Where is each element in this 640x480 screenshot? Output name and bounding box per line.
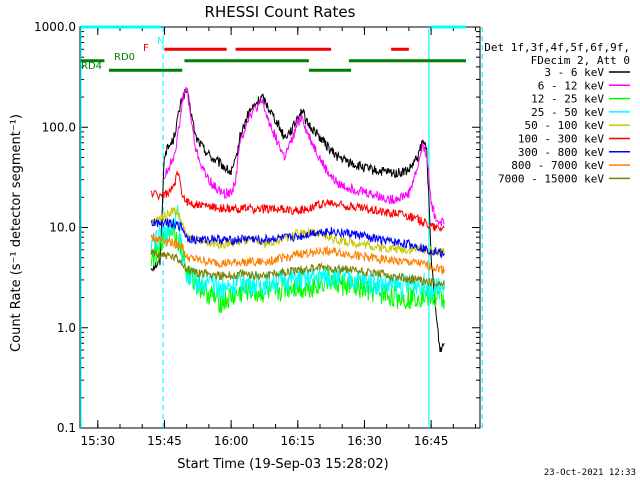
legend-entry-label: 100 - 300 keV <box>518 133 604 146</box>
legend-entry-label: 3 - 6 keV <box>544 66 604 79</box>
legend: Det 1f,3f,4f,5f,6f,9f,FDecim 2, Att 03 -… <box>484 41 630 185</box>
series-line <box>163 86 445 227</box>
series-line <box>150 248 445 289</box>
legend-entry-label: 300 - 800 keV <box>518 146 604 159</box>
series-line <box>150 171 445 233</box>
y-tick-label: 1000.0 <box>34 20 76 34</box>
legend-entry-label: 6 - 12 keV <box>538 79 605 92</box>
x-tick-label: 16:30 <box>347 434 382 448</box>
series-line <box>150 89 445 353</box>
legend-entry-label: 12 - 25 keV <box>531 93 604 106</box>
series-line <box>150 206 445 257</box>
chart-title: RHESSI Count Rates <box>205 3 356 21</box>
y-tick-label: 1.0 <box>57 321 76 335</box>
legend-header-line: FDecim 2, Att 0 <box>531 54 630 67</box>
x-tick-label: 15:45 <box>147 434 182 448</box>
x-tick-label: 16:15 <box>280 434 315 448</box>
flag-bar-label: RD4 <box>81 61 102 72</box>
legend-entry-label: 800 - 7000 keV <box>511 159 604 172</box>
x-tick-label: 16:00 <box>214 434 249 448</box>
legend-entry-label: 7000 - 15000 keV <box>498 172 604 185</box>
x-tick-label: 16:45 <box>414 434 449 448</box>
flag-bar-label: N <box>157 36 164 47</box>
legend-header-line: Det 1f,3f,4f,5f,6f,9f, <box>484 41 630 54</box>
footer-timestamp: 23-Oct-2021 12:33 <box>544 468 636 478</box>
x-tick-label: 15:30 <box>80 434 115 448</box>
y-tick-label: 10.0 <box>49 221 76 235</box>
series-line <box>150 233 445 275</box>
flag-bar-label: F <box>143 43 149 54</box>
legend-entry-label: 25 - 50 keV <box>531 106 604 119</box>
legend-entry-label: 50 - 100 keV <box>525 119 605 132</box>
series-line <box>150 218 445 259</box>
flag-bar-label: RD0 <box>114 52 135 63</box>
y-tick-label: 100.0 <box>42 120 76 134</box>
plot-frame <box>79 26 481 429</box>
x-axis-label: Start Time (19-Sep-03 15:28:02) <box>177 457 388 472</box>
y-tick-label: 0.1 <box>57 421 76 435</box>
plot-area: 0.1 1.0 10.0 100.0 1000.0 15:30 15:45 16:00 16:1… <box>34 20 483 448</box>
y-axis-label: Count Rate (s⁻¹ detector segment⁻¹) <box>9 114 24 352</box>
